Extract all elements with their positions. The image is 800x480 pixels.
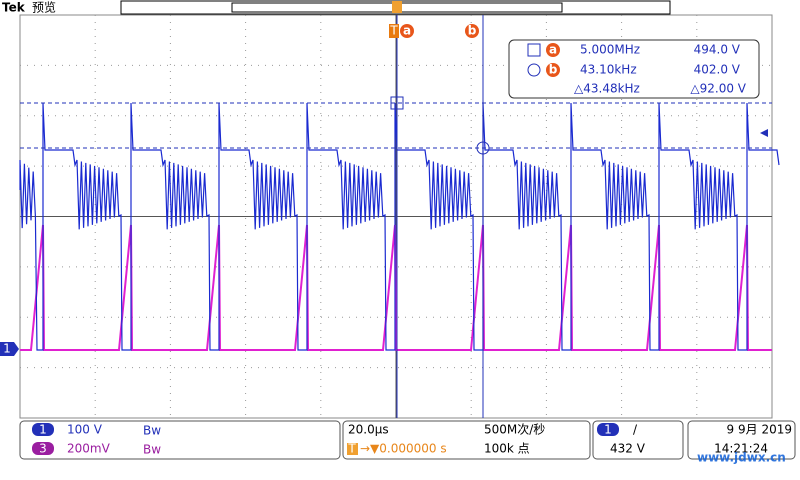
readout-marker: a <box>549 43 557 57</box>
ch1-bw: Bw <box>143 424 161 438</box>
cursor-b-point <box>476 141 490 155</box>
ch3-badge <box>32 442 54 455</box>
trig-src-badge <box>597 423 619 436</box>
readout-box <box>508 39 760 99</box>
date: 9 9月 2019 <box>727 423 792 437</box>
readout-badge <box>546 43 560 57</box>
sample-rate: 500M次/秒 <box>484 423 545 437</box>
ch1-badge <box>32 423 54 436</box>
cursor-a-badge <box>400 24 414 38</box>
readout-badge <box>546 63 560 77</box>
readout-volt: 494.0 V <box>694 43 741 57</box>
readout-delta-volt: △92.00 V <box>690 82 746 96</box>
readout-delta-freq: △43.48kHz <box>574 82 640 96</box>
ch1-id: 1 <box>39 423 47 437</box>
brand: Tek <box>2 1 26 15</box>
timebase: 20.0µs <box>348 423 389 437</box>
trigger-marker <box>392 1 402 13</box>
trig-slope: / <box>633 423 638 437</box>
traces <box>19 102 780 351</box>
trigger-pos: →▼0.000000 s <box>360 442 447 456</box>
mode: 预览 <box>32 0 56 15</box>
channel-box <box>19 420 341 460</box>
timebase-box <box>342 420 591 460</box>
cursor-b-badge <box>465 24 479 38</box>
ch3-id: 3 <box>39 442 47 456</box>
readout-marker: b <box>549 63 558 77</box>
readout-freq: 43.10kHz <box>580 63 637 77</box>
trig-source: 1 <box>604 423 612 437</box>
readout-circle <box>527 63 541 77</box>
trig-level: 432 V <box>610 442 646 456</box>
ch3-scale: 200mV <box>67 442 111 456</box>
watermark: www.jdwx.cn <box>697 451 786 465</box>
time: 14:21:24 <box>714 442 768 456</box>
readout-volt: 402.0 V <box>694 63 741 77</box>
channel-marker-label: 1 <box>3 342 11 356</box>
cursor-a-label: a <box>403 24 411 38</box>
cursor-a-point <box>390 96 404 110</box>
record-length: 100k 点 <box>484 442 530 456</box>
trigger-pos-icon <box>347 443 358 455</box>
cursor-b-label: b <box>468 24 477 38</box>
ch1-trace <box>19 102 780 351</box>
trigger-level-marker <box>760 129 768 137</box>
trigger-pos-icon-label: T <box>347 442 356 456</box>
datetime-box <box>687 420 796 460</box>
channel-marker <box>0 342 19 356</box>
readout-square <box>527 43 541 57</box>
readout-freq: 5.000MHz <box>580 43 640 57</box>
ch1-scale: 100 V <box>67 423 103 437</box>
cursor-tag <box>389 24 399 38</box>
ch3-bw: Bw <box>143 443 161 457</box>
trigger-label: T <box>389 24 398 38</box>
